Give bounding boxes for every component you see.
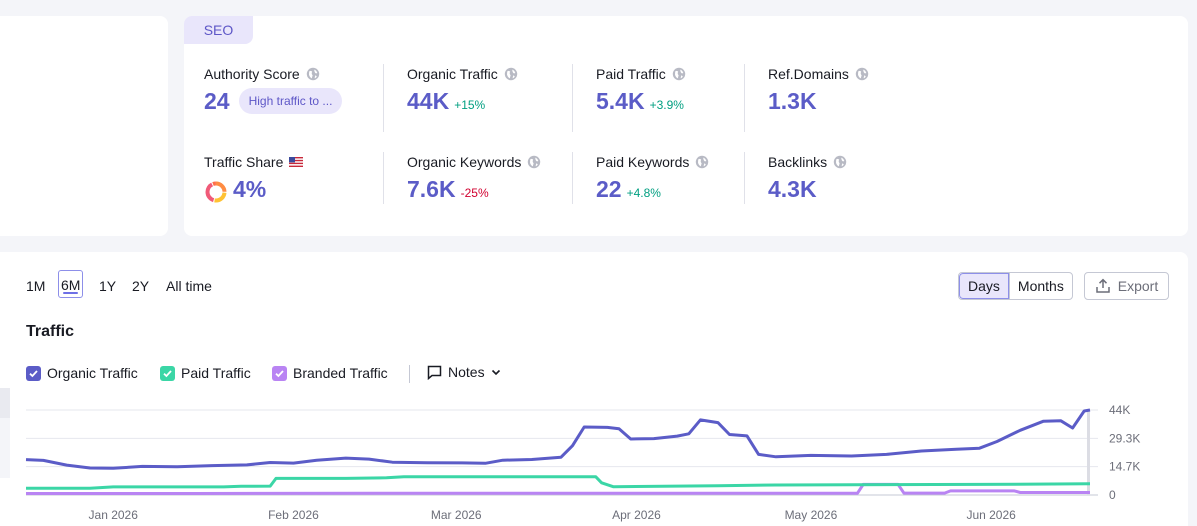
traffic-share-donut-icon bbox=[205, 181, 227, 202]
chart-title: Traffic bbox=[26, 323, 75, 340]
metric-delta: +3.9% bbox=[649, 98, 684, 112]
divider bbox=[744, 64, 745, 132]
export-icon bbox=[1096, 278, 1110, 293]
metric-backlinks[interactable]: Backlinks 4.3K bbox=[768, 154, 847, 203]
range-1m-button[interactable]: 1M bbox=[26, 278, 46, 294]
x-tick-label: Apr 2026 bbox=[612, 508, 661, 522]
paid-traffic-line[interactable] bbox=[26, 475, 1091, 490]
metric-ref-domains[interactable]: Ref.Domains 1.3K bbox=[768, 66, 869, 115]
divider bbox=[383, 152, 384, 204]
metric-label: Paid Keywords bbox=[596, 154, 690, 170]
globe-icon bbox=[306, 67, 319, 81]
metric-value: 4.3K bbox=[768, 176, 817, 202]
divider bbox=[572, 64, 573, 132]
metric-label: Paid Traffic bbox=[596, 66, 666, 82]
legend-divider bbox=[409, 365, 410, 383]
metric-value: 7.6K bbox=[407, 176, 456, 202]
metric-traffic-share[interactable]: Traffic Share 4% bbox=[204, 154, 304, 203]
globe-icon bbox=[833, 155, 847, 169]
metric-label: Organic Traffic bbox=[407, 66, 498, 82]
range-1y-button[interactable]: 1Y bbox=[99, 278, 117, 294]
metric-value: 1.3K bbox=[768, 88, 817, 114]
legend-paid-traffic[interactable]: Paid Traffic bbox=[160, 365, 251, 381]
range-6m-button[interactable]: 6M bbox=[58, 270, 84, 298]
days-button[interactable]: Days bbox=[959, 273, 1009, 299]
checkbox-icon bbox=[272, 365, 287, 381]
notes-icon bbox=[427, 365, 442, 380]
us-flag-icon bbox=[289, 157, 304, 167]
metric-value: 4% bbox=[233, 176, 267, 202]
metric-label: Traffic Share bbox=[204, 154, 284, 170]
y-tick-label: 0 bbox=[1109, 488, 1116, 502]
metric-label: Ref.Domains bbox=[768, 66, 849, 82]
traffic-line-chart[interactable]: 44K 29.3K 14.7K 0 Jan 2026 Feb 2026 Mar 2026 A… bbox=[0, 398, 1197, 526]
notes-dropdown[interactable]: Notes bbox=[427, 364, 501, 380]
legend-label: Branded Traffic bbox=[293, 365, 388, 381]
legend-label: Paid Traffic bbox=[181, 365, 251, 381]
divider bbox=[572, 152, 573, 204]
export-label: Export bbox=[1117, 278, 1159, 294]
metric-authority-score[interactable]: Authority Score 24 High traffic to ... bbox=[204, 66, 343, 118]
y-tick-label: 44K bbox=[1109, 403, 1130, 417]
notes-label: Notes bbox=[448, 364, 485, 380]
seo-tag: SEO bbox=[184, 16, 253, 44]
divider bbox=[744, 152, 745, 204]
metric-paid-traffic[interactable]: Paid Traffic 5.4K +3.9% bbox=[596, 66, 686, 115]
metric-label: Organic Keywords bbox=[407, 154, 522, 170]
x-tick-label: Jun 2026 bbox=[966, 508, 1016, 522]
metric-value: 22 bbox=[596, 176, 622, 202]
metric-value: 24 bbox=[204, 88, 230, 114]
legend-organic-traffic[interactable]: Organic Traffic bbox=[26, 365, 138, 381]
x-tick-label: Feb 2026 bbox=[268, 508, 319, 522]
granularity-toggle: Days Months bbox=[958, 272, 1073, 300]
metric-value: 44K bbox=[407, 88, 450, 114]
organic-traffic-line[interactable] bbox=[25, 408, 1091, 470]
metric-label: Authority Score bbox=[204, 66, 300, 82]
x-tick-label: May 2026 bbox=[785, 508, 838, 522]
seo-metrics-card: SEO Authority Score 24 High traffic to ..… bbox=[184, 16, 1188, 236]
chart-range-handle[interactable] bbox=[1087, 410, 1090, 495]
checkbox-icon bbox=[160, 365, 175, 381]
metric-delta: -25% bbox=[460, 186, 489, 200]
globe-icon bbox=[672, 67, 685, 81]
authority-pill[interactable]: High traffic to ... bbox=[238, 88, 343, 114]
metric-delta: +15% bbox=[454, 98, 486, 112]
left-strip bbox=[0, 360, 10, 500]
metric-label: Backlinks bbox=[768, 154, 828, 170]
metric-organic-traffic[interactable]: Organic Traffic 44K +15% bbox=[407, 66, 518, 115]
divider bbox=[383, 64, 384, 132]
metric-delta: +4.8% bbox=[626, 186, 661, 200]
chevron-down-icon bbox=[491, 369, 500, 376]
y-tick-label: 14.7K bbox=[1109, 460, 1140, 474]
x-tick-label: Jan 2026 bbox=[89, 508, 139, 522]
metric-organic-keywords[interactable]: Organic Keywords 7.6K -25% bbox=[407, 154, 541, 203]
range-2y-button[interactable]: 2Y bbox=[132, 278, 150, 294]
globe-icon bbox=[696, 155, 709, 169]
x-tick-label: Mar 2026 bbox=[431, 508, 482, 522]
legend-label: Organic Traffic bbox=[47, 365, 138, 381]
range-all-time-button[interactable]: All time bbox=[166, 278, 212, 294]
left-summary-card bbox=[0, 16, 168, 236]
globe-icon bbox=[504, 67, 517, 81]
legend-branded-traffic[interactable]: Branded Traffic bbox=[272, 365, 388, 381]
y-tick-label: 29.3K bbox=[1109, 431, 1140, 445]
metric-paid-keywords[interactable]: Paid Keywords 22 +4.8% bbox=[596, 154, 709, 203]
globe-icon bbox=[528, 155, 541, 169]
metric-value: 5.4K bbox=[596, 88, 645, 114]
export-button[interactable]: Export bbox=[1084, 272, 1169, 300]
months-button[interactable]: Months bbox=[1008, 273, 1072, 299]
checkbox-icon bbox=[26, 365, 41, 381]
globe-icon bbox=[855, 67, 869, 81]
